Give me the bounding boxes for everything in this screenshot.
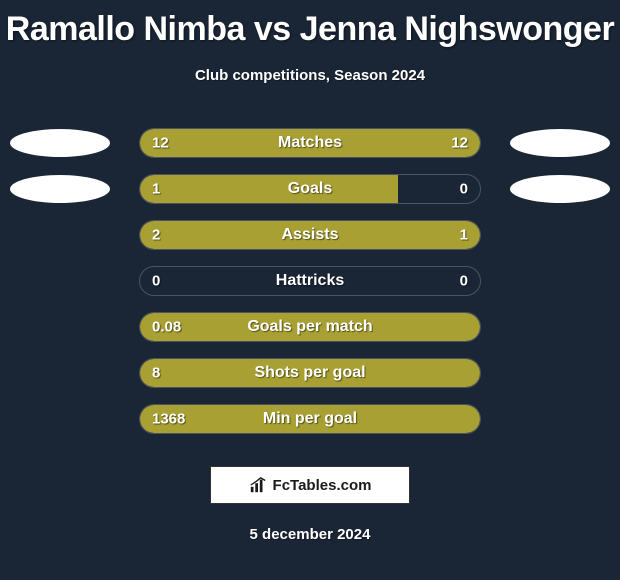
stat-row: 8 Shots per goal [0,350,620,396]
stat-bar-track: 2 1 Assists [139,220,481,250]
stat-value-left: 0.08 [152,319,181,336]
stat-bar-track: 8 Shots per goal [139,358,481,388]
player-oval-right [510,129,610,157]
stat-bar-track: 0 0 Hattricks [139,266,481,296]
stat-label: Goals per match [247,318,372,336]
stat-label: Goals [288,180,332,198]
comparison-subtitle: Club competitions, Season 2024 [0,67,620,84]
stat-label: Min per goal [263,410,357,428]
chart-icon [249,476,267,494]
stat-row: 1368 Min per goal [0,396,620,442]
player-oval-left [10,129,110,157]
stat-value-right: 1 [460,227,468,244]
stat-label: Shots per goal [254,364,365,382]
stat-value-left: 12 [152,135,169,152]
stat-value-right: 0 [460,181,468,198]
stat-bar-track: 12 12 Matches [139,128,481,158]
stat-row: 0.08 Goals per match [0,304,620,350]
stat-row: 1 0 Goals [0,166,620,212]
stats-container: 12 12 Matches 1 0 Goals 2 1 Assists 0 0 Hattricks 0.… [0,120,620,442]
stat-bar-left [140,175,398,203]
stat-label: Assists [282,226,339,244]
stat-row: 12 12 Matches [0,120,620,166]
stat-value-left: 8 [152,365,160,382]
stat-value-right: 12 [451,135,468,152]
stat-value-left: 0 [152,273,160,290]
stat-value-right: 0 [460,273,468,290]
stat-bar-track: 1368 Min per goal [139,404,481,434]
brand-text: FcTables.com [273,477,372,494]
footer-date: 5 december 2024 [0,526,620,543]
stat-value-left: 2 [152,227,160,244]
player-oval-left [10,175,110,203]
stat-bar-track: 1 0 Goals [139,174,481,204]
stat-label: Hattricks [276,272,344,290]
comparison-title: Ramallo Nimba vs Jenna Nighswonger [0,0,620,49]
stat-value-left: 1 [152,181,160,198]
stat-row: 2 1 Assists [0,212,620,258]
stat-row: 0 0 Hattricks [0,258,620,304]
player-oval-right [510,175,610,203]
stat-bar-track: 0.08 Goals per match [139,312,481,342]
stat-label: Matches [278,134,342,152]
stat-value-left: 1368 [152,411,185,428]
brand-badge[interactable]: FcTables.com [210,466,410,504]
